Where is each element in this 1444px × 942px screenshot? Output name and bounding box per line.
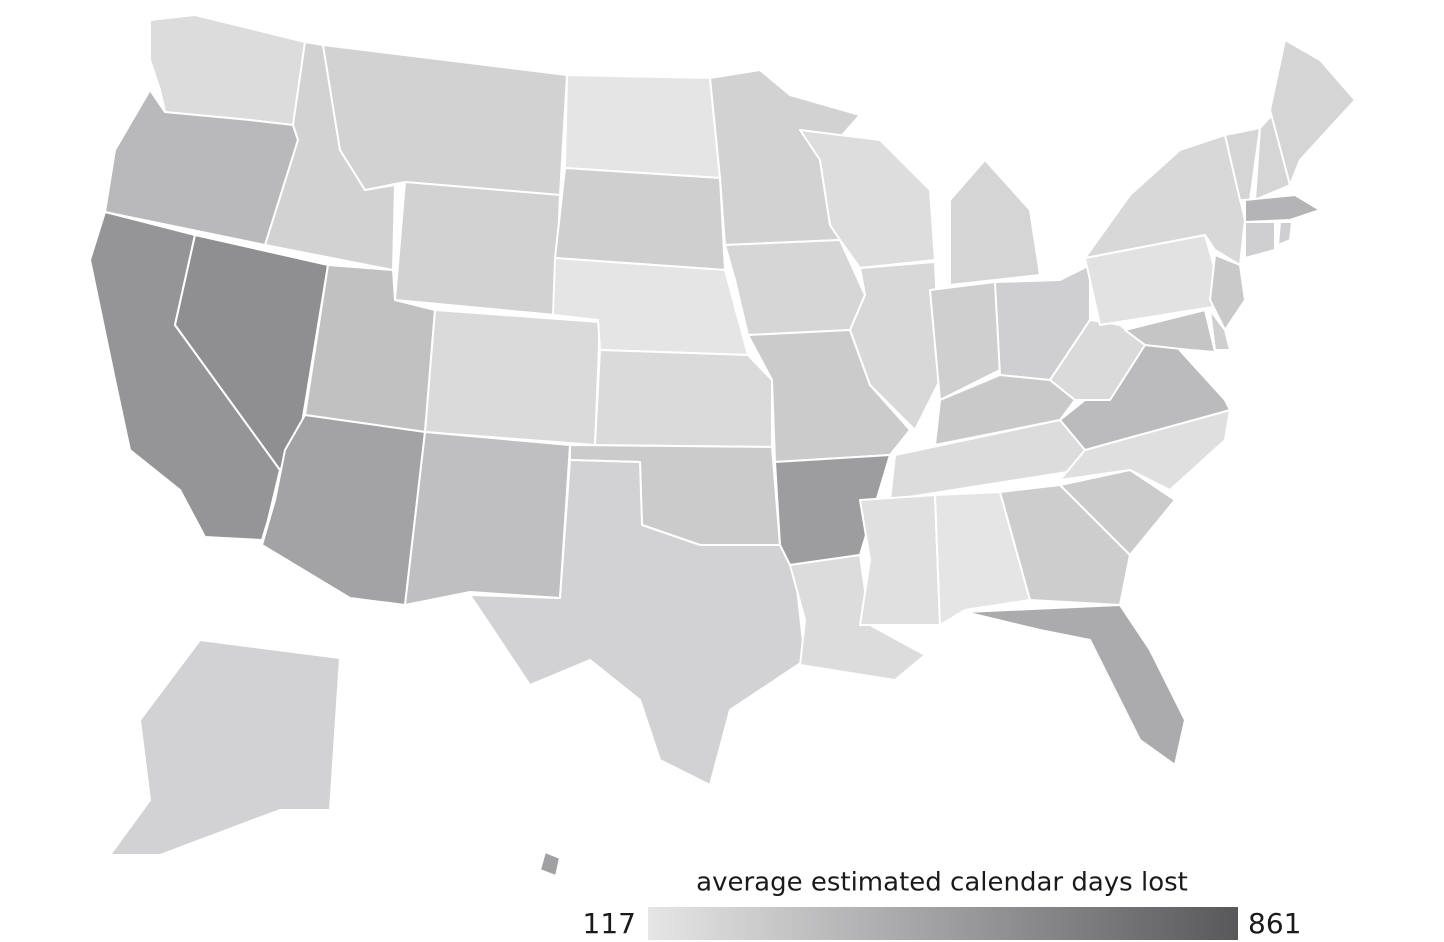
state-region [999, 484, 1131, 606]
state-region [1244, 221, 1276, 259]
legend-title: average estimated calendar days lost [696, 868, 1188, 898]
state-region [964, 604, 1186, 766]
state-region [394, 181, 561, 316]
state-region [109, 639, 341, 856]
state-region [322, 44, 568, 196]
legend-max: 861 [1248, 907, 1301, 940]
state-region [934, 491, 1031, 626]
state-region [424, 309, 601, 446]
state-region [724, 239, 866, 336]
state-region [469, 459, 806, 786]
state-region [1209, 254, 1246, 331]
state-region [554, 167, 726, 271]
legend-gradient [648, 907, 1238, 940]
state-region [849, 261, 941, 431]
state-region [859, 494, 941, 626]
state-region [149, 14, 306, 126]
state-region [949, 159, 1041, 286]
state-region [1209, 309, 1231, 351]
state-region [789, 554, 926, 681]
state-region [1124, 309, 1216, 353]
state-region [1269, 39, 1356, 186]
state-region [404, 431, 571, 606]
state-region [1244, 194, 1321, 223]
state-region [594, 349, 773, 448]
state-region [539, 851, 561, 877]
state-region [1059, 469, 1176, 556]
legend-min: 117 [583, 907, 636, 940]
state-region [1277, 221, 1293, 246]
state-region [564, 74, 721, 179]
states [89, 14, 1356, 877]
